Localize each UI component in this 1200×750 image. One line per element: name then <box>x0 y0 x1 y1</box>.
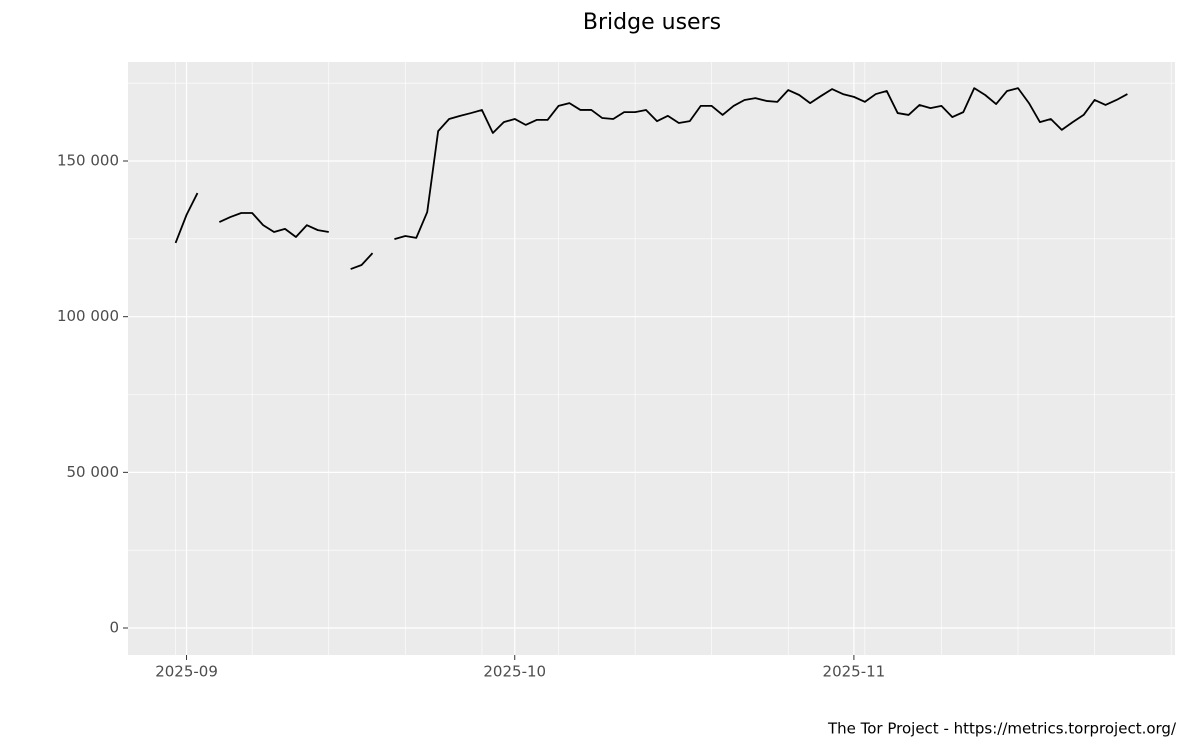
y-tick-label: 150 000 <box>57 152 119 170</box>
chart-title: Bridge users <box>583 10 721 35</box>
caption: The Tor Project - https://metrics.torpro… <box>827 720 1177 738</box>
line <box>174 87 1128 270</box>
x-tick-label: 2025-11 <box>823 663 886 681</box>
y-tick-label: 100 000 <box>57 307 119 325</box>
x-tick-label: 2025-10 <box>483 663 546 681</box>
y-tick-label: 0 <box>109 619 119 637</box>
y-tick-label: 50 000 <box>67 463 120 481</box>
x-tick-label: 2025-09 <box>155 663 218 681</box>
